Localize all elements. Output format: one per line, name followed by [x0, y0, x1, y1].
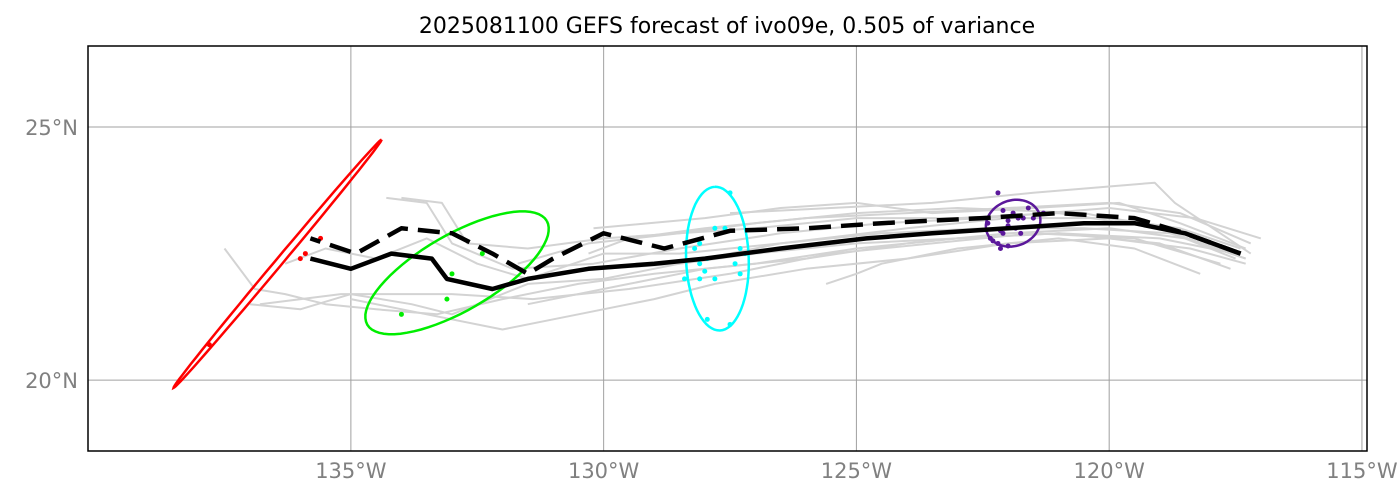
ensemble-member-track	[386, 196, 1262, 270]
ensemble-position-point	[985, 220, 991, 226]
ensemble-position-point	[206, 342, 212, 348]
ensemble-position-point	[479, 251, 485, 257]
ensemble-position-point	[1025, 205, 1031, 211]
x-tick-label: 115°W	[1326, 459, 1398, 483]
ensemble-position-point	[692, 246, 698, 251]
uncertainty-ellipse	[364, 210, 550, 336]
ensemble-position-point	[995, 240, 1001, 246]
x-tick-label: 125°W	[821, 459, 893, 483]
ensemble-position-point	[697, 276, 703, 282]
x-tick-label: 120°W	[1073, 459, 1145, 483]
ensemble-position-point	[682, 276, 688, 282]
ensemble-position-point	[1018, 230, 1024, 236]
ensemble-position-point	[297, 256, 303, 262]
ensemble-position-point	[995, 190, 1001, 196]
ensemble-member-track	[588, 201, 1252, 255]
dashed-mean-track	[309, 210, 1242, 277]
ensemble-member-track	[593, 201, 1247, 250]
solid-mean-track	[309, 220, 1242, 292]
x-tick-labels: 135°W 130°W 125°W 120°W 115°W	[315, 459, 1398, 483]
ensemble-position-point	[398, 311, 404, 317]
ensemble-position-point	[737, 271, 743, 277]
ensemble-position-point	[702, 268, 708, 274]
chart-title: 2025081100 GEFS forecast of ivo09e, 0.50…	[419, 14, 1035, 39]
ensemble-position-point	[1000, 208, 1006, 214]
ensemble-position-point	[704, 316, 710, 322]
ensemble-position-point	[697, 261, 703, 267]
y-tick-label: 25°N	[25, 116, 78, 140]
x-tick-label: 130°W	[568, 459, 640, 483]
plot-area	[171, 138, 1262, 391]
ensemble-position-point	[449, 271, 455, 277]
ensemble-position-point	[697, 240, 703, 246]
gridlines	[88, 46, 1367, 451]
plot-frame	[87, 45, 1368, 452]
ensemble-position-point	[997, 246, 1003, 251]
ensemble-position-point	[302, 251, 308, 257]
ensemble-position-point	[1000, 230, 1006, 236]
ensemble-member-track	[729, 181, 1252, 255]
ensemble-position-point	[727, 321, 733, 327]
ensemble-position-point	[990, 238, 996, 244]
x-tick-label: 135°W	[315, 459, 387, 483]
ensemble-position-point	[1005, 218, 1011, 224]
ensemble-position-point	[444, 296, 450, 302]
ensemble-position-point	[712, 276, 718, 282]
y-tick-label: 20°N	[25, 369, 78, 393]
ensemble-position-point	[1005, 243, 1011, 249]
ensemble-member-track	[825, 237, 1201, 285]
ensemble-position-point	[737, 246, 743, 251]
uncertainty-ellipse	[171, 138, 383, 391]
ensemble-member-track	[249, 217, 1241, 316]
ensemble-position-point	[712, 225, 718, 231]
uncertainty-ellipse	[684, 185, 751, 332]
y-tick-labels: 25°N 20°N	[25, 116, 78, 393]
ensemble-position-point	[732, 261, 738, 267]
ensemble-position-point	[727, 190, 733, 196]
uncertainty-ellipse	[984, 198, 1042, 248]
